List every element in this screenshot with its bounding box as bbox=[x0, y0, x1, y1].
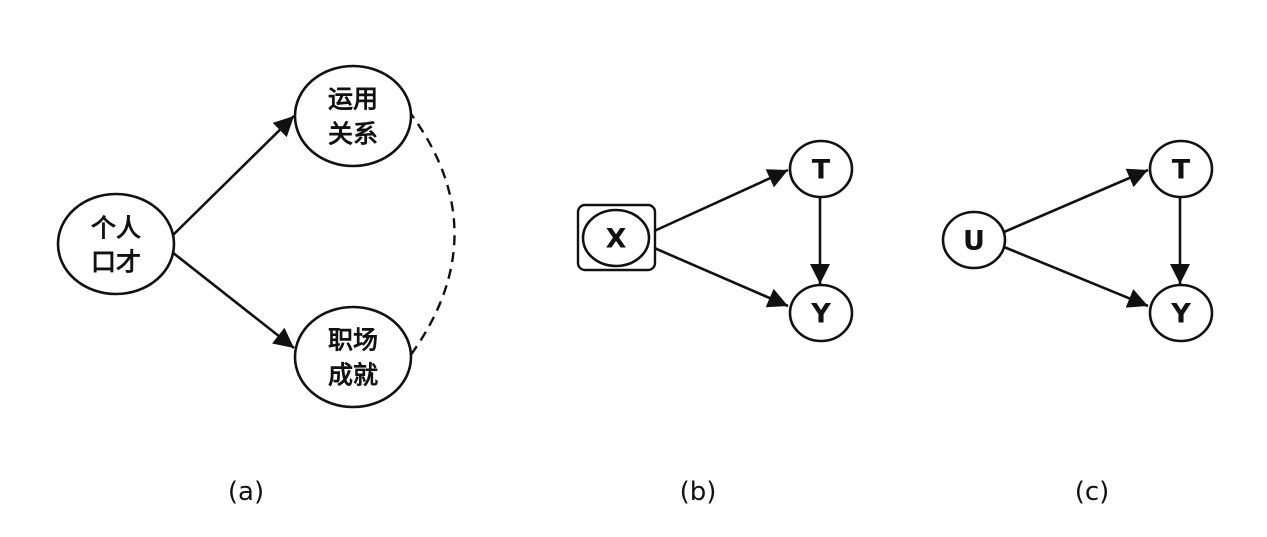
edge-u-to-y bbox=[1003, 245, 1149, 308]
node-y-b bbox=[788, 283, 854, 343]
node-u-label: U bbox=[963, 226, 985, 257]
edge-skill-to-relation bbox=[171, 115, 295, 237]
node-personal-eloquence bbox=[56, 192, 176, 296]
node-y-b-label: Y bbox=[810, 299, 831, 330]
edge-skill-to-success bbox=[171, 250, 295, 350]
diagram-a: 个人 口才 运用 关系 职场 成就 (a) bbox=[56, 64, 456, 507]
node-career-success-line2: 成就 bbox=[328, 361, 378, 390]
caption-a: (a) bbox=[228, 477, 264, 507]
node-use-relations-line1: 运用 bbox=[328, 85, 378, 114]
node-t-b-label: T bbox=[812, 155, 831, 186]
node-u bbox=[941, 210, 1007, 270]
node-t-b bbox=[788, 139, 854, 199]
dashed-link-relation-success bbox=[407, 109, 456, 357]
diagram-c: U T Y (c) bbox=[941, 139, 1214, 507]
node-use-relations-line2: 关系 bbox=[328, 120, 378, 149]
node-t-c bbox=[1148, 139, 1214, 199]
node-t-c-label: T bbox=[1172, 155, 1191, 186]
diagram-b: X T Y (b) bbox=[576, 139, 854, 507]
node-y-c-label: Y bbox=[1170, 299, 1191, 330]
node-x bbox=[581, 208, 651, 268]
caption-b: (b) bbox=[680, 477, 717, 507]
node-career-success-line1: 职场 bbox=[328, 326, 378, 355]
node-y-c bbox=[1148, 283, 1214, 343]
node-personal-eloquence-line2: 口才 bbox=[91, 248, 141, 277]
edge-x-to-y bbox=[651, 245, 789, 308]
node-career-success bbox=[293, 305, 413, 409]
node-x-label: X bbox=[606, 224, 627, 255]
edge-x-to-t bbox=[651, 168, 789, 234]
caption-c: (c) bbox=[1075, 477, 1110, 507]
node-use-relations bbox=[293, 64, 413, 168]
edge-u-to-t bbox=[1003, 168, 1149, 234]
node-personal-eloquence-line1: 个人 bbox=[91, 214, 141, 243]
